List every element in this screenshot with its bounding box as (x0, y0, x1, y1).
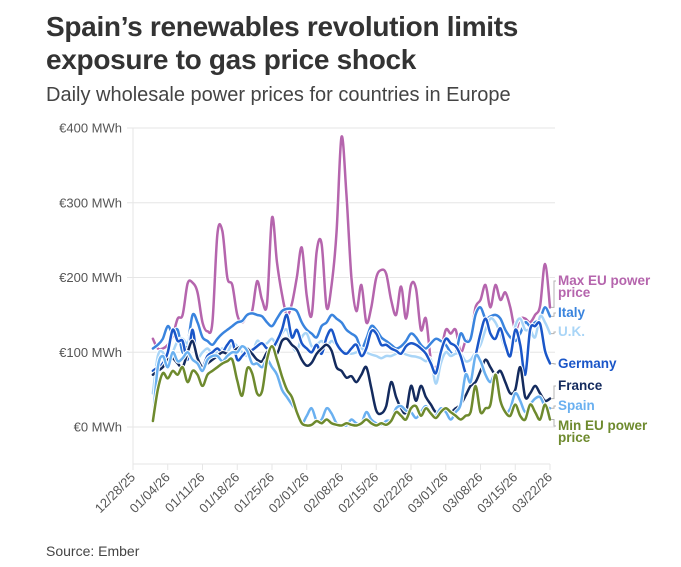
series-line-min-eu-power-price (151, 345, 552, 427)
series-label-min-eu-power-price: Min EU power (558, 418, 648, 433)
series-label-italy: Italy (558, 305, 586, 320)
y-tick-label: €100 MWh (59, 345, 122, 360)
series-labels: Max EU powerpriceItalyU.K.GermanyFranceS… (551, 273, 651, 445)
series-line-max-eu-power-price (151, 135, 552, 369)
series-label-u-k: U.K. (558, 324, 585, 339)
y-axis: €0 MWh €100 MWh €200 MWh €300 MWh €400 MWh (59, 121, 122, 435)
label-connector-france (551, 385, 556, 400)
series-line-italy (151, 306, 552, 357)
series-label-france: France (558, 378, 603, 393)
series-lines (150, 134, 553, 429)
y-tick-label: €200 MWh (59, 270, 122, 285)
chart-subtitle: Daily wholesale power prices for countri… (46, 84, 511, 106)
label-connector-min-eu-power-price (551, 419, 556, 427)
series-label-germany: Germany (558, 356, 617, 371)
series-line-germany (151, 313, 552, 381)
series-label-spain: Spain (558, 398, 595, 413)
y-tick-label: €0 MWh (74, 420, 122, 435)
series-label-min-eu-power-price: price (558, 430, 591, 445)
y-tick-label: €300 MWh (59, 195, 122, 210)
series-line-spain (151, 345, 552, 428)
label-connector-u-k (551, 331, 556, 335)
label-connector-italy (551, 312, 556, 317)
label-connector-germany (551, 363, 556, 365)
y-tick-label: €400 MWh (59, 121, 122, 136)
series-halo-spain (150, 344, 552, 429)
series-label-max-eu-power-price: Max EU power (558, 273, 651, 288)
label-connector-max-eu-power-price (551, 280, 556, 308)
label-connector-spain (551, 405, 556, 409)
source-note: Source: Ember (46, 543, 140, 559)
x-axis: 12/28/2501/04/2601/11/2601/18/2601/25/26… (92, 463, 555, 516)
series-label-max-eu-power-price: price (558, 285, 591, 300)
chart-title: Spain’s renewables revolution limits exp… (46, 11, 519, 75)
